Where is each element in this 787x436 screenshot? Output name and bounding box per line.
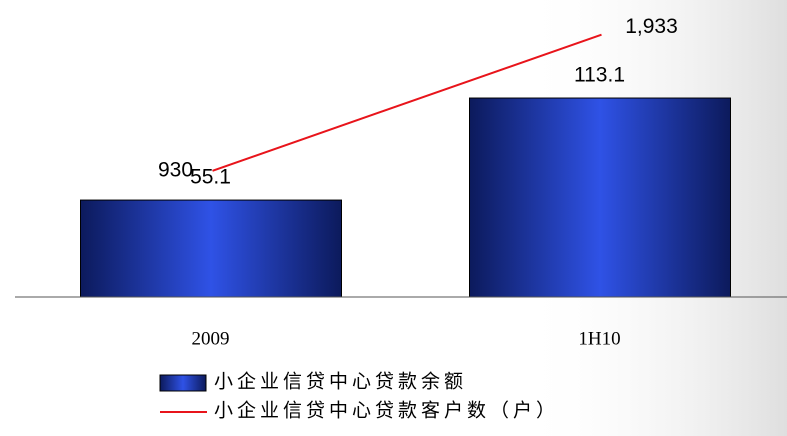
bar: [80, 199, 342, 298]
legend-label: 小企业信贷中心贷款客户数（户）: [214, 399, 559, 421]
x-tick-label: 1H10: [578, 328, 620, 349]
bar: [469, 97, 731, 298]
line: [212, 33, 602, 172]
data-label: 113.1: [574, 64, 625, 87]
data-label: 55.1: [190, 166, 231, 189]
data-label: 930: [158, 158, 193, 181]
legend-label: 小企业信贷中心贷款余额: [214, 370, 467, 392]
x-tick-label: 2009: [192, 328, 230, 349]
legend-swatch: [159, 374, 207, 392]
data-label: 1,933: [625, 15, 678, 38]
